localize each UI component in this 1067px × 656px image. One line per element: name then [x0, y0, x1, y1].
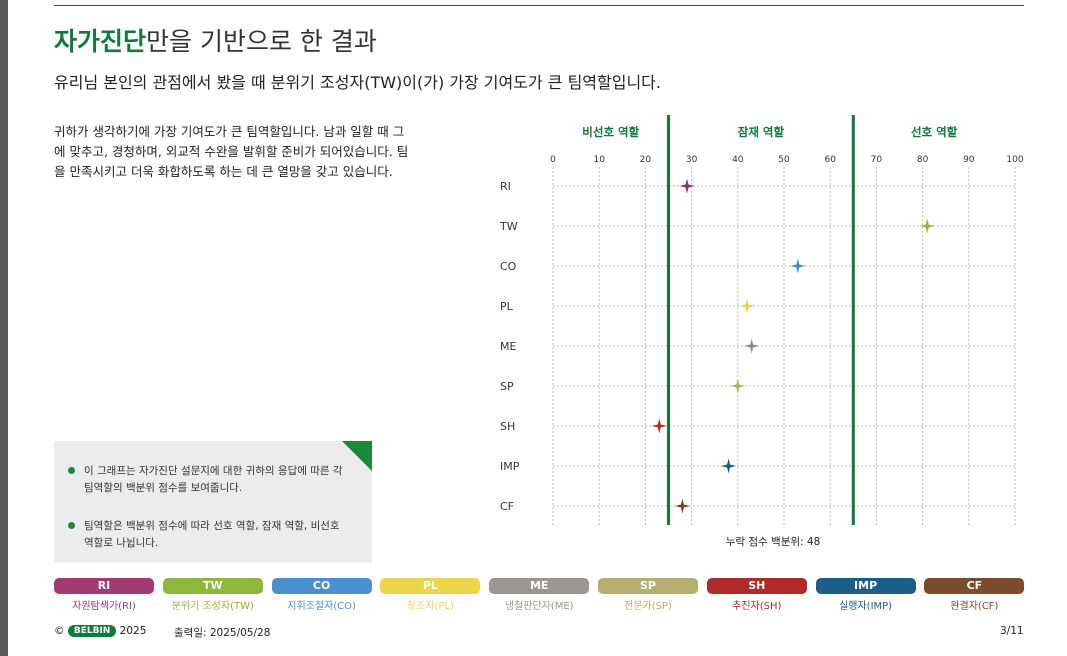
note-item: 이 그래프는 자가진단 설문지에 대한 귀하의 응답에 따른 각 팀역할의 백분…: [68, 463, 346, 497]
zone-label: 잠재 역할: [738, 125, 785, 139]
y-category-label: ME: [500, 340, 516, 353]
print-date: 출력일: 2025/05/28: [174, 627, 271, 639]
role-name-sp: 전문가(SP): [624, 601, 672, 612]
page-subtitle: 유리님 본인의 관점에서 봤을 때 분위기 조성자(TW)이(가) 가장 기여도…: [54, 73, 661, 92]
y-category-label: CF: [500, 500, 514, 513]
role-badge-sp: SP: [598, 578, 698, 594]
y-category-label: TW: [499, 220, 518, 233]
bullet-icon: [68, 467, 75, 474]
y-category-label: SH: [500, 420, 515, 433]
data-point-star: [744, 338, 760, 354]
page-number: 3/11: [1000, 625, 1024, 637]
y-category-label: SP: [500, 380, 514, 393]
data-point-star: [674, 498, 690, 514]
x-tick-label: 100: [1006, 155, 1023, 165]
role-name-co: 지휘조절자(CO): [287, 601, 356, 612]
data-point-star: [919, 218, 935, 234]
role-name-sh: 추진자(SH): [732, 601, 782, 612]
zone-label: 비선호 역할: [582, 125, 639, 139]
y-category-label: PL: [500, 300, 514, 313]
top-divider: [54, 5, 1024, 6]
role-badge-imp: IMP: [815, 578, 916, 594]
cumulative-score-label: 누락 점수 백분위: 48: [726, 535, 821, 548]
role-badge-pl: PL: [380, 578, 481, 594]
page-title: 자가진단만을 기반으로 한 결과: [54, 22, 377, 58]
x-tick-label: 10: [593, 155, 605, 165]
title-highlight: 자가진단: [54, 27, 147, 56]
data-point-star: [651, 418, 667, 434]
role-badge-sh: SH: [706, 578, 807, 594]
data-point-star: [730, 378, 746, 394]
role-badge-tw: TW: [162, 578, 263, 594]
data-point-star: [790, 258, 806, 274]
x-tick-label: 20: [640, 155, 652, 165]
role-badge-ri: RI: [54, 578, 154, 594]
copyright-symbol: ©: [54, 625, 65, 637]
data-point-star: [739, 298, 755, 314]
notes-box: 이 그래프는 자가진단 설문지에 대한 귀하의 응답에 따른 각 팀역할의 백분…: [54, 441, 372, 563]
left-edge-bar: [0, 0, 8, 656]
y-category-label: RI: [500, 180, 511, 193]
x-tick-label: 60: [824, 155, 836, 165]
bullet-icon: [68, 522, 75, 529]
x-tick-label: 40: [732, 155, 744, 165]
role-name-imp: 실행자(IMP): [839, 601, 893, 612]
role-badge-co: CO: [271, 578, 372, 594]
role-name-ri: 자원탐색가(RI): [72, 601, 136, 612]
belbin-logo: BELBIN: [67, 625, 117, 637]
y-category-label: IMP: [500, 460, 520, 473]
corner-triangle-icon: [342, 441, 372, 471]
data-point-star: [679, 178, 695, 194]
x-tick-label: 30: [686, 155, 698, 165]
x-tick-label: 90: [963, 155, 975, 165]
zone-label: 선호 역할: [911, 125, 958, 139]
note-text: 팀역할은 백분위 점수에 따라 선호 역할, 잠재 역할, 비선호 역할로 나뉩…: [84, 520, 340, 549]
role-badge-cf: CF: [924, 578, 1025, 594]
team-role-percentile-chart: 0 10 20 30 40 50 60 70 80 90 100 RI TW CO PL ME SP SH IMP C…: [499, 115, 1024, 548]
role-name-cf: 완결자(CF): [950, 601, 999, 612]
y-category-label: CO: [500, 260, 517, 273]
data-point-star: [721, 458, 737, 474]
footer-left: © BELBIN 2025: [54, 625, 146, 637]
role-badge-me: ME: [489, 578, 590, 594]
role-description: 귀하가 생각하기에 가장 기여도가 큰 팀역할입니다. 남과 일할 때 그에 맞…: [54, 124, 409, 179]
x-tick-label: 80: [917, 155, 929, 165]
copyright-year: 2025: [119, 625, 147, 637]
role-name-me: 냉철판단자(ME): [504, 601, 574, 612]
x-tick-label: 50: [778, 155, 790, 165]
role-name-tw: 분위기 조성자(TW): [171, 601, 254, 612]
note-text: 이 그래프는 자가진단 설문지에 대한 귀하의 응답에 따른 각 팀역할의 백분…: [84, 465, 343, 494]
x-tick-label: 0: [550, 155, 556, 165]
title-rest: 만을 기반으로 한 결과: [146, 27, 377, 56]
x-tick-label: 70: [871, 155, 883, 165]
note-item: 팀역할은 백분위 점수에 따라 선호 역할, 잠재 역할, 비선호 역할로 나뉩…: [68, 518, 346, 552]
role-name-pl: 창조자(PL): [406, 601, 454, 612]
